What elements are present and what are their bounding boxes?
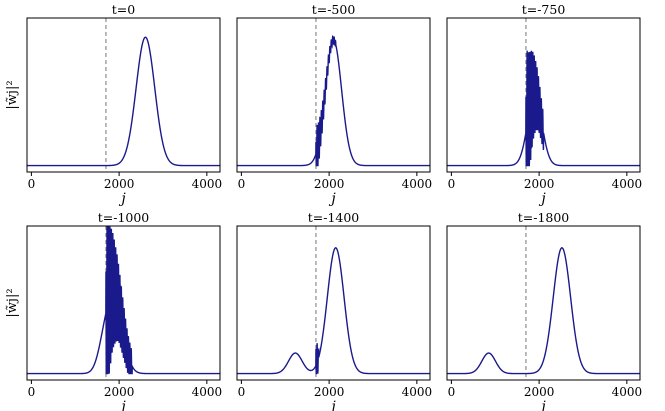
x-tick-label: 0 bbox=[238, 177, 246, 191]
series-line bbox=[237, 247, 430, 375]
plot-frame bbox=[26, 17, 221, 173]
x-tick-label: 0 bbox=[448, 385, 456, 399]
x-axis-label: j bbox=[328, 399, 336, 411]
y-axis-label: |w̃j|² bbox=[5, 288, 20, 317]
panel-4: 0 2000 4000 t=-1000 j |w̃j|² bbox=[5, 210, 222, 411]
x-tick-label: 4000 bbox=[192, 177, 223, 191]
plot-frame bbox=[446, 17, 641, 173]
x-tick-label: 2000 bbox=[524, 177, 555, 191]
panel-title: t=-1800 bbox=[518, 210, 570, 225]
x-axis-label: j bbox=[118, 191, 126, 207]
x-tick-label: 0 bbox=[28, 385, 36, 399]
panel-title: t=-750 bbox=[522, 2, 566, 17]
plot-frame bbox=[236, 225, 431, 381]
x-tick-label: 4000 bbox=[612, 177, 643, 191]
x-tick-label: 4000 bbox=[402, 177, 433, 191]
panel-1: 0 2000 4000 t=0 j |w̃j|² bbox=[5, 2, 222, 207]
x-axis-label: j bbox=[118, 399, 126, 411]
x-tick-label: 4000 bbox=[192, 385, 223, 399]
x-tick-label: 2000 bbox=[524, 385, 555, 399]
x-tick-label: 0 bbox=[28, 177, 36, 191]
series-line bbox=[27, 36, 220, 167]
panel-title: t=-500 bbox=[312, 2, 356, 17]
x-tick-label: 2000 bbox=[104, 177, 135, 191]
plot-frame bbox=[26, 225, 221, 381]
x-tick-label: 2000 bbox=[104, 385, 135, 399]
series-line bbox=[237, 35, 430, 167]
panel-6: 0 2000 4000 t=-1800 j bbox=[446, 210, 643, 411]
panel-title: t=-1400 bbox=[308, 210, 360, 225]
x-axis-label: j bbox=[538, 191, 546, 207]
x-axis-label: j bbox=[538, 399, 546, 411]
x-axis-label: j bbox=[328, 191, 336, 207]
plot-frame bbox=[236, 17, 431, 173]
x-tick-label: 4000 bbox=[612, 385, 643, 399]
series-line bbox=[27, 226, 220, 375]
x-tick-label: 0 bbox=[238, 385, 246, 399]
x-tick-label: 4000 bbox=[402, 385, 433, 399]
y-axis-label: |w̃j|² bbox=[5, 80, 20, 109]
x-tick-label: 2000 bbox=[314, 385, 345, 399]
x-tick-label: 0 bbox=[448, 177, 456, 191]
panel-3: 0 2000 4000 t=-750 j bbox=[446, 2, 643, 207]
panel-title: t=-1000 bbox=[98, 210, 150, 225]
panel-5: 0 2000 4000 t=-1400 j bbox=[236, 210, 433, 411]
series-line bbox=[447, 247, 640, 375]
x-tick-label: 2000 bbox=[314, 177, 345, 191]
plot-frame bbox=[446, 225, 641, 381]
series-line bbox=[447, 50, 640, 167]
panel-title: t=0 bbox=[112, 2, 135, 17]
panel-2: 0 2000 4000 t=-500 j bbox=[236, 2, 433, 207]
